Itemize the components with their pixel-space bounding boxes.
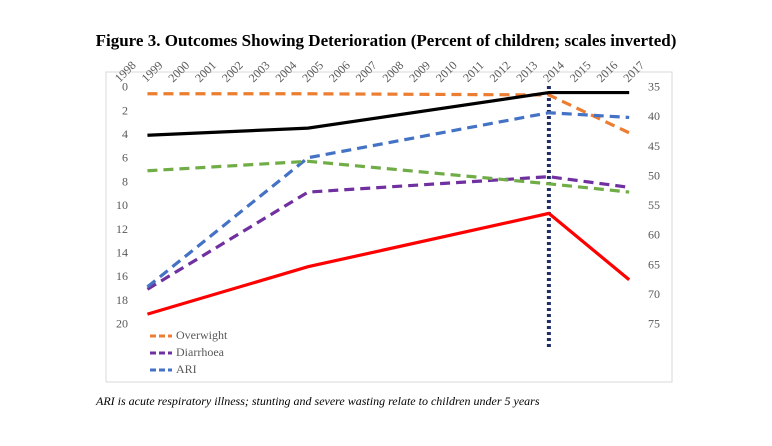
x-tick-label: 2003 xyxy=(246,58,273,85)
x-tick-label: 2012 xyxy=(487,58,514,85)
x-tick-label: 1998 xyxy=(112,58,139,85)
x-tick-label: 2005 xyxy=(299,58,326,85)
y-tick-label: 20 xyxy=(116,317,128,331)
x-tick-label: 2009 xyxy=(406,58,433,85)
y2-tick-label: 40 xyxy=(648,109,660,123)
y2-tick-label: 70 xyxy=(648,287,660,301)
x-tick-label: 2006 xyxy=(326,58,353,85)
x-tick-label: 2015 xyxy=(567,58,594,85)
x-tick-label: 1999 xyxy=(139,58,166,85)
series-line xyxy=(147,92,630,135)
legend-label: Overwight xyxy=(176,328,228,342)
y-tick-label: 4 xyxy=(122,127,128,141)
x-tick-label: 2016 xyxy=(594,58,621,85)
series-line xyxy=(147,90,630,137)
series-line xyxy=(146,111,630,289)
y2-tick-label: 45 xyxy=(648,139,660,153)
plot-frame xyxy=(105,71,673,383)
x-tick-label: 2000 xyxy=(165,58,192,85)
x-tick-label: 2017 xyxy=(620,58,647,85)
x-tick-label: 2001 xyxy=(192,58,219,85)
x-tick-label: 2007 xyxy=(353,58,380,85)
footnote: ARI is acute respiratory illness; stunti… xyxy=(95,394,540,408)
y2-tick-label: 75 xyxy=(648,317,660,331)
y-tick-label: 18 xyxy=(116,293,128,307)
y2-tick-label: 35 xyxy=(648,80,660,94)
x-tick-label: 2004 xyxy=(272,58,299,85)
y-tick-label: 2 xyxy=(122,103,128,117)
y-tick-label: 10 xyxy=(116,198,128,212)
y2-tick-label: 60 xyxy=(648,228,660,242)
y2-tick-label: 65 xyxy=(648,257,660,271)
series-line xyxy=(146,175,630,291)
y2-tick-label: 55 xyxy=(648,198,660,212)
y2-tick-label: 50 xyxy=(648,168,660,182)
y-tick-label: 16 xyxy=(116,269,128,283)
x-tick-label: 2011 xyxy=(460,58,487,85)
x-tick-label: 2014 xyxy=(540,58,567,85)
x-tick-label: 2013 xyxy=(513,58,540,85)
y-tick-label: 0 xyxy=(122,80,128,94)
series-line xyxy=(147,159,630,194)
y-tick-label: 12 xyxy=(116,222,128,236)
y-tick-label: 14 xyxy=(116,245,128,259)
y-tick-label: 8 xyxy=(122,174,128,188)
chart-title: Figure 3. Outcomes Showing Deterioration… xyxy=(96,31,677,50)
x-tick-label: 2010 xyxy=(433,58,460,85)
y-tick-label: 6 xyxy=(122,151,128,165)
x-tick-label: 2008 xyxy=(380,58,407,85)
legend-label: ARI xyxy=(176,362,197,376)
series-line xyxy=(146,211,631,316)
legend-label: Diarrhoea xyxy=(176,345,225,359)
x-tick-label: 2002 xyxy=(219,58,246,85)
